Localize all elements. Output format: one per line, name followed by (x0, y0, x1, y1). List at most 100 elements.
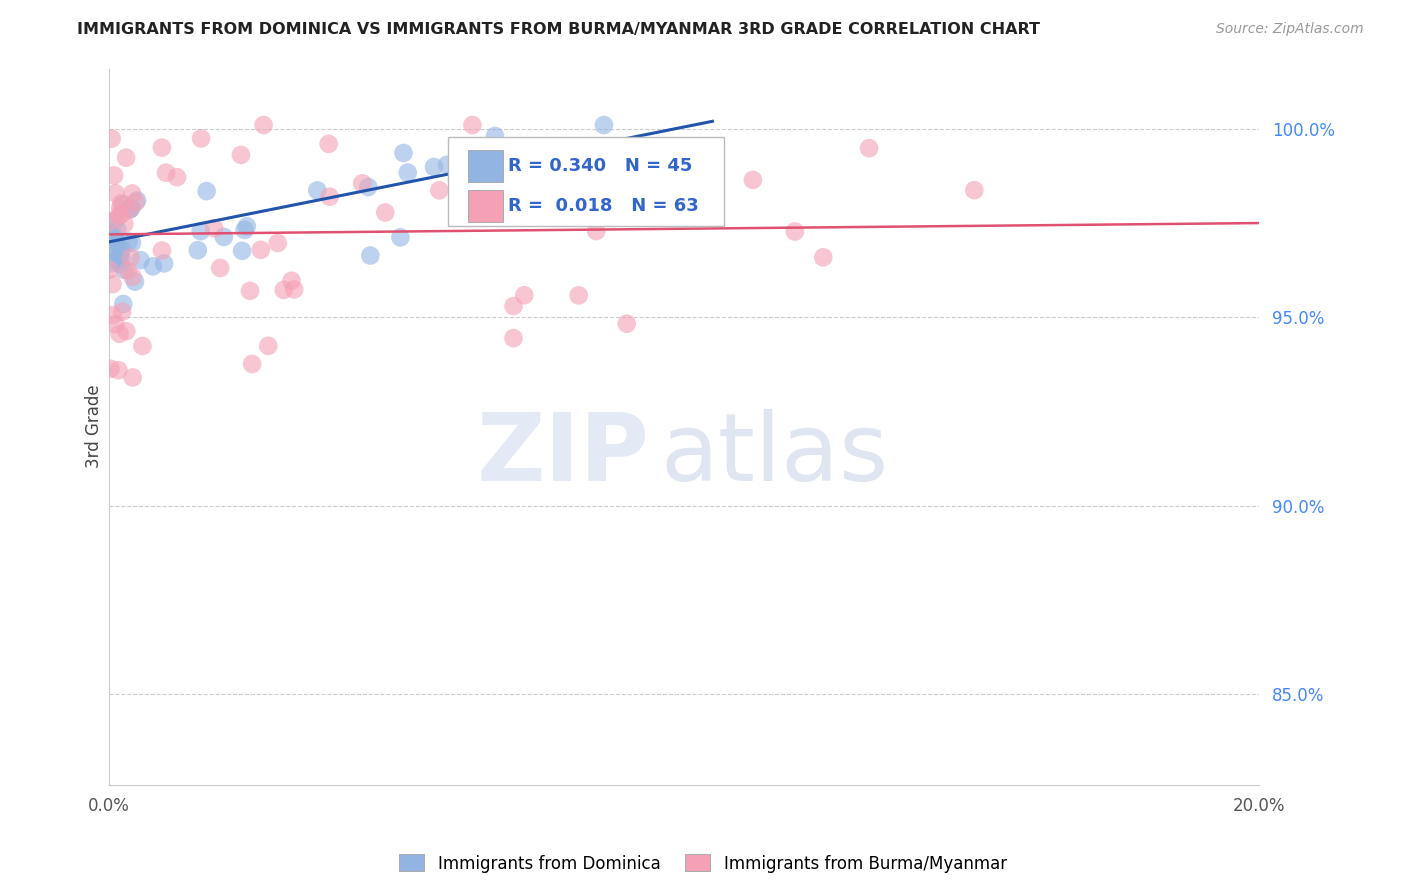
Point (858, 141, 880, 155)
Point (249, 243, 271, 257)
Point (195, 184, 218, 198)
Point (110, 201, 132, 215)
Point (110, 252, 132, 266)
Point (352, 177, 374, 191)
Point (118, 202, 141, 216)
Point (120, 202, 142, 216)
Point (108, 248, 131, 262)
Point (112, 197, 135, 211)
Point (104, 231, 127, 245)
Point (229, 148, 252, 162)
Point (121, 235, 143, 250)
Point (318, 189, 340, 203)
Point (100, 239, 122, 253)
Point (436, 158, 458, 172)
Point (453, 198, 475, 212)
Text: Source: ZipAtlas.com: Source: ZipAtlas.com (1216, 22, 1364, 37)
Point (101, 308, 124, 322)
Point (396, 165, 419, 179)
Point (111, 242, 134, 256)
Text: R =  0.018   N = 63: R = 0.018 N = 63 (508, 197, 699, 215)
Point (131, 339, 153, 353)
Point (616, 317, 638, 331)
Point (112, 217, 135, 231)
Point (108, 326, 131, 341)
Point (307, 183, 329, 197)
Y-axis label: 3rd Grade: 3rd Grade (86, 384, 103, 468)
Point (98, 263, 121, 277)
Point (236, 219, 259, 234)
Point (209, 260, 232, 275)
Point (115, 151, 138, 165)
Point (121, 269, 143, 284)
Point (700, 165, 723, 179)
Point (392, 145, 415, 160)
Point (231, 244, 253, 258)
Point (104, 244, 127, 258)
Text: ZIP: ZIP (477, 409, 650, 501)
Point (110, 208, 132, 222)
Text: R = 0.340   N = 45: R = 0.340 N = 45 (508, 157, 692, 175)
Point (124, 275, 146, 289)
Point (112, 297, 135, 311)
Point (252, 118, 274, 132)
Point (513, 288, 536, 302)
Point (359, 248, 381, 262)
Point (104, 186, 127, 201)
Point (585, 224, 607, 238)
Point (187, 244, 209, 258)
Point (108, 257, 131, 271)
Point (374, 205, 396, 219)
Text: atlas: atlas (661, 409, 889, 501)
Point (233, 223, 256, 237)
Point (423, 160, 446, 174)
Point (142, 260, 165, 274)
Point (117, 263, 139, 277)
Legend: Immigrants from Dominica, Immigrants from Burma/Myanmar: Immigrants from Dominica, Immigrants fro… (392, 847, 1014, 880)
Point (150, 244, 173, 258)
Point (593, 118, 616, 132)
Point (257, 339, 280, 353)
Point (212, 230, 235, 244)
Point (110, 196, 132, 211)
Point (283, 282, 305, 296)
Point (813, 250, 835, 264)
Point (502, 331, 524, 345)
Point (389, 230, 412, 244)
Point (103, 169, 125, 183)
Point (105, 222, 128, 236)
Point (129, 253, 152, 268)
Point (115, 324, 138, 338)
Point (125, 195, 148, 210)
Point (621, 145, 644, 159)
Point (240, 357, 263, 371)
Text: IMMIGRANTS FROM DOMINICA VS IMMIGRANTS FROM BURMA/MYANMAR 3RD GRADE CORRELATION : IMMIGRANTS FROM DOMINICA VS IMMIGRANTS F… (77, 22, 1040, 37)
Point (98, 215, 121, 229)
Point (568, 288, 591, 302)
Point (100, 256, 122, 270)
Point (318, 136, 340, 151)
FancyBboxPatch shape (449, 136, 724, 226)
Point (105, 253, 128, 268)
Point (524, 161, 547, 176)
Point (239, 284, 262, 298)
Point (741, 173, 763, 187)
Point (100, 227, 122, 241)
Point (120, 251, 142, 265)
Point (155, 166, 177, 180)
Point (357, 180, 380, 194)
Point (202, 221, 225, 235)
Point (112, 263, 135, 277)
Point (105, 235, 128, 250)
Point (107, 363, 129, 377)
FancyBboxPatch shape (468, 190, 503, 222)
Point (280, 274, 302, 288)
Point (427, 183, 450, 197)
Point (166, 170, 188, 185)
Point (104, 318, 127, 332)
Point (484, 128, 506, 143)
Point (117, 235, 139, 249)
Point (190, 224, 212, 238)
Point (101, 277, 124, 292)
Point (783, 225, 806, 239)
